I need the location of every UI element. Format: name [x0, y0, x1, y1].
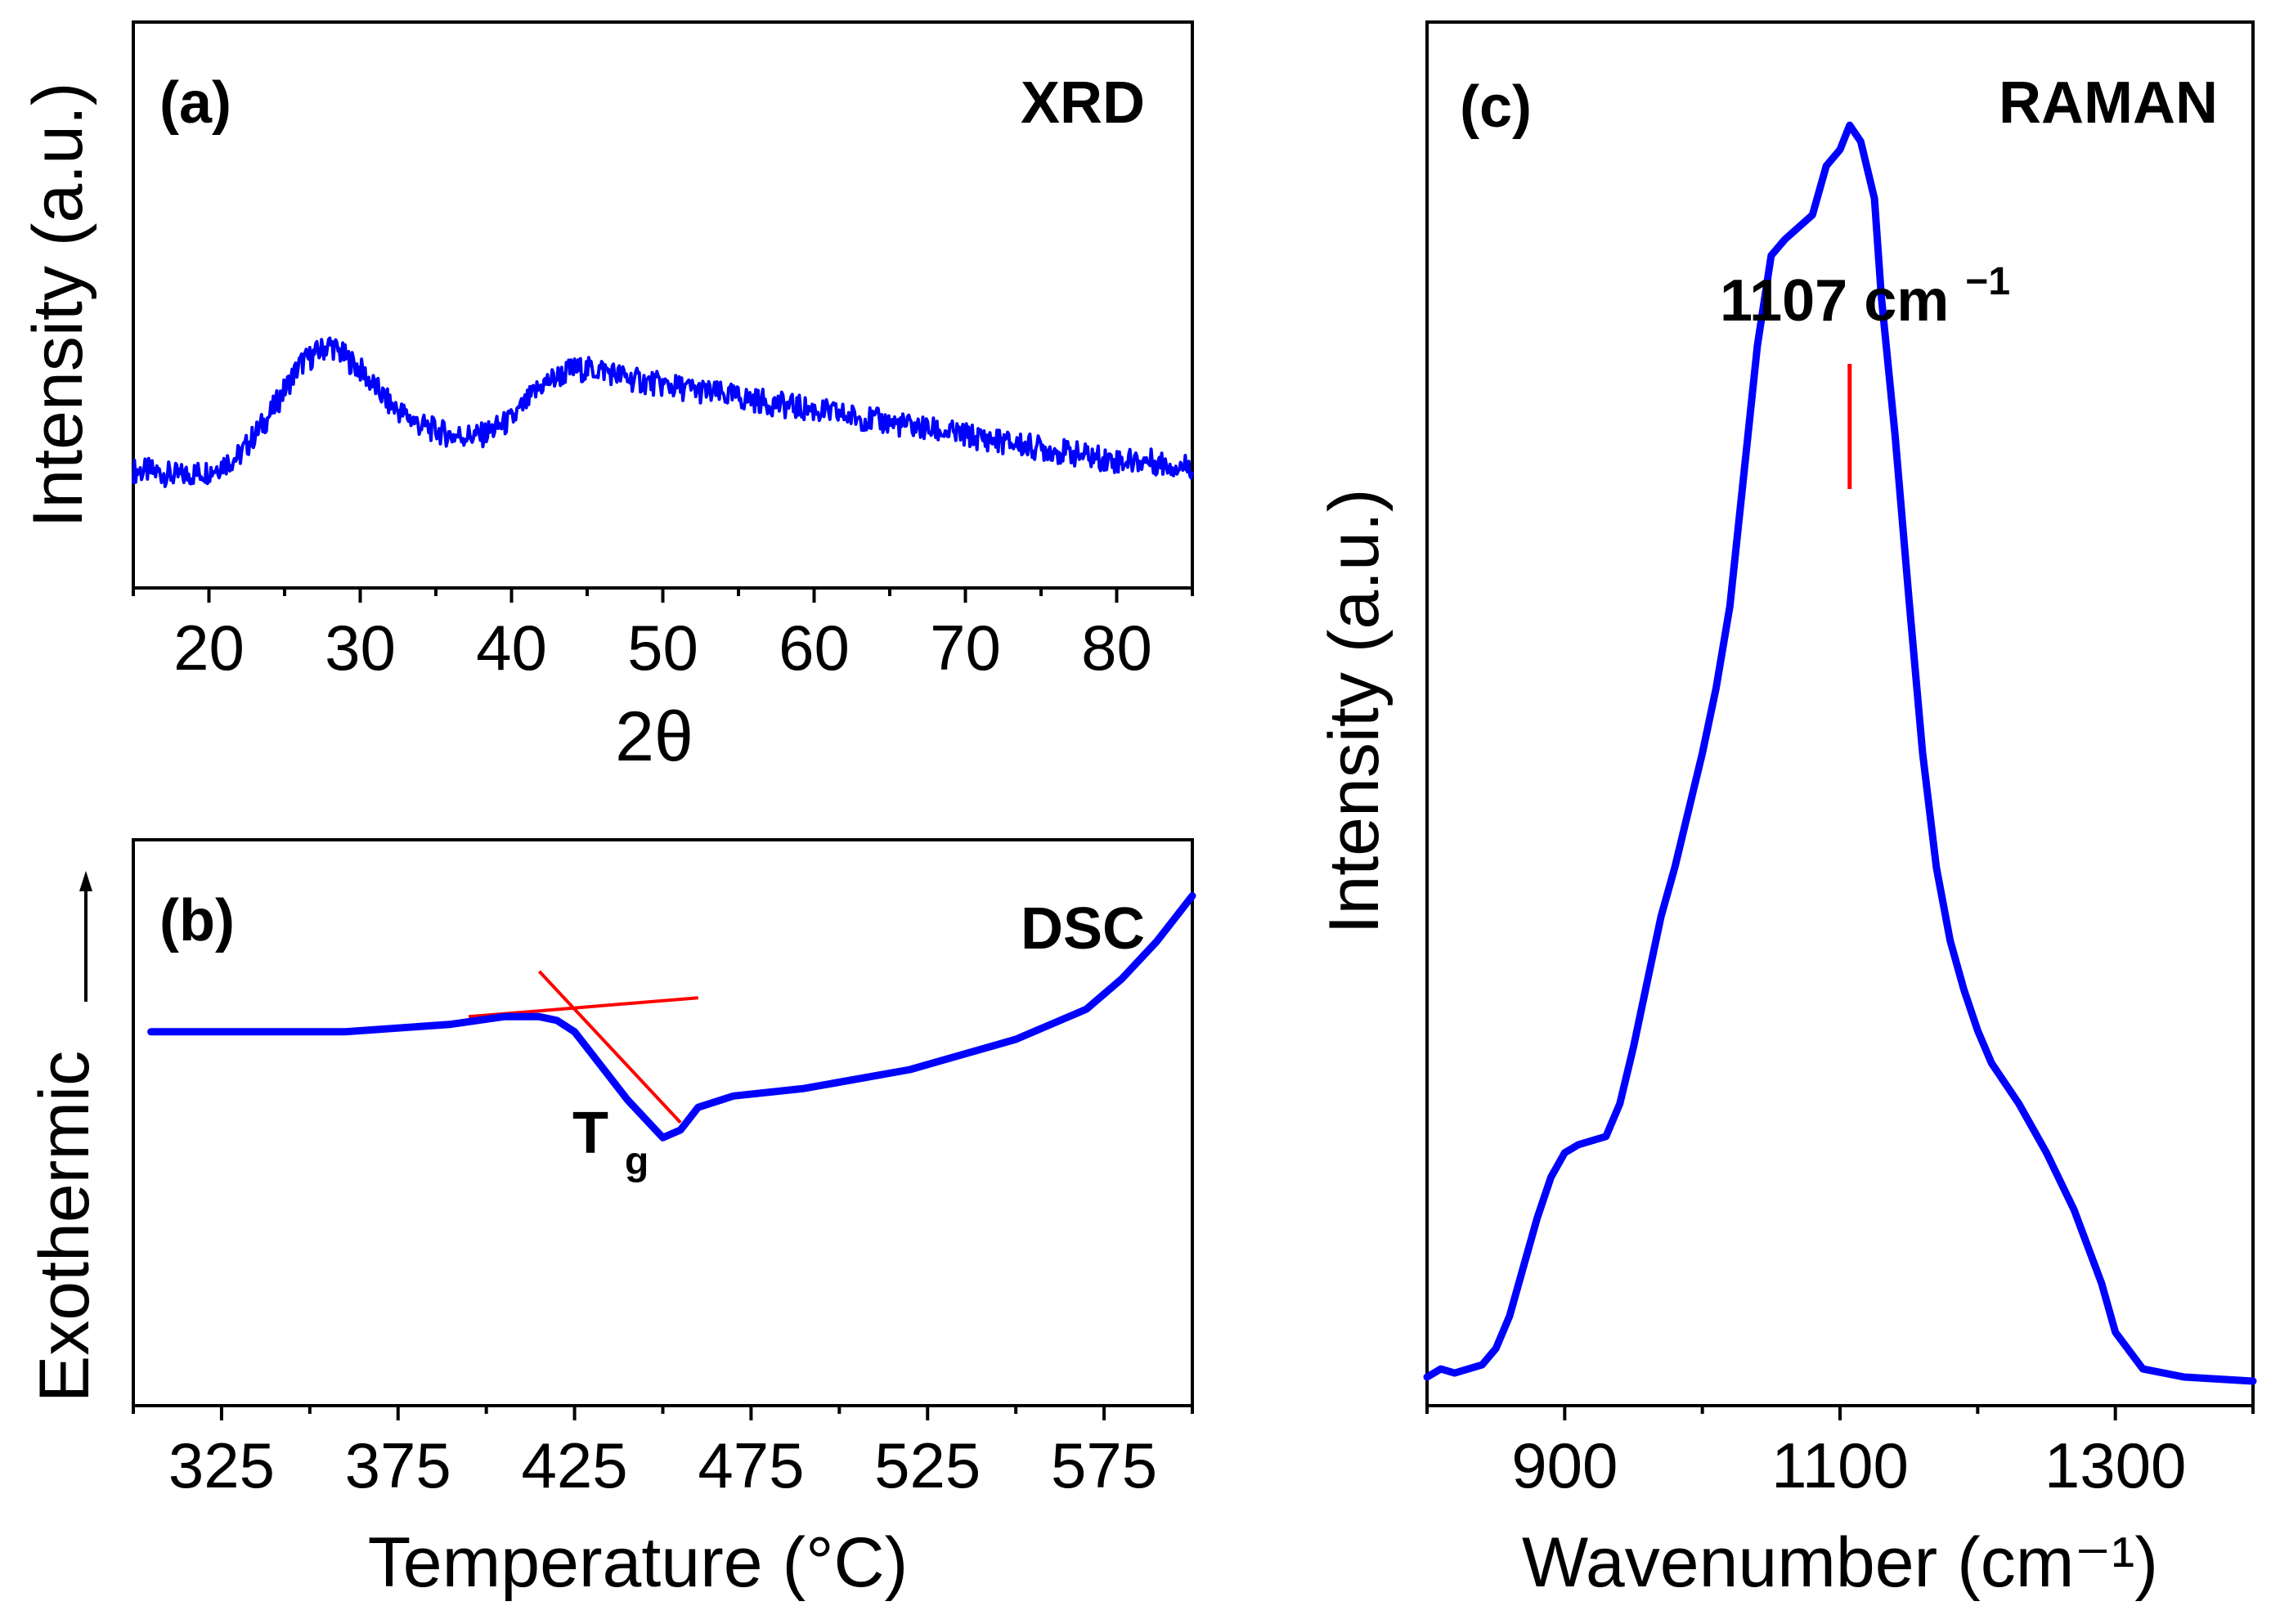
x-tick-label: 575: [1051, 1429, 1157, 1501]
panel-b-dsc: 325 375 425 475 525 575 (b) DSC T g Temperatu…: [25, 838, 1196, 1602]
dsc-y-axis-title: Exothermic: [25, 1051, 104, 1402]
x-tick-label: 475: [698, 1429, 804, 1501]
raman-ticks: 900 1100 1300: [1425, 1406, 2255, 1501]
x-tick-label: 30: [325, 612, 396, 684]
raman-line: [1423, 121, 2257, 1385]
xrd-ticks: 20 30 40 50 60 70 80: [132, 588, 1194, 684]
raman-peak-text: 1107 cm: [1720, 268, 1949, 334]
panel-c-raman: 900 1100 1300 (c) RAMAN 1107 cm −1 Wavenum…: [1315, 20, 2257, 1602]
panel-a-xrd: 20 30 40 50 60 70 80 (a) XRD 2θ Intensity (a.u…: [19, 20, 1194, 776]
panel-b-tag: (b): [159, 888, 235, 953]
panel-a-method: XRD: [1021, 70, 1145, 136]
xrd-x-axis-title: 2θ: [615, 698, 693, 776]
x-tick-label: 40: [476, 612, 547, 684]
raman-y-axis-title: Intensity (a.u.): [1315, 489, 1394, 935]
dsc-ticks: 325 375 425 475 525 575: [132, 1406, 1194, 1501]
dsc-tangent-2: [537, 970, 682, 1124]
x-tick-label: 900: [1511, 1429, 1618, 1501]
x-tick-label: 1100: [1771, 1429, 1909, 1501]
tg-annotation: T g: [572, 1101, 649, 1183]
raman-x-axis-title: Wavenumber (cm⁻¹): [1522, 1523, 2158, 1602]
raman-peak-superscript: −1: [1965, 260, 2010, 303]
x-tick-label: 525: [874, 1429, 981, 1501]
panel-b-method: DSC: [1021, 896, 1145, 962]
tg-subscript: g: [625, 1140, 649, 1183]
x-tick-label: 425: [522, 1429, 628, 1501]
x-tick-label: 20: [173, 612, 245, 684]
xrd-line: [132, 336, 1194, 488]
x-tick-label: 325: [168, 1429, 275, 1501]
panel-c-method: RAMAN: [1999, 70, 2218, 136]
dsc-x-axis-title: Temperature (°C): [368, 1523, 908, 1602]
x-tick-label: 70: [930, 612, 1001, 684]
panel-c-frame: [1425, 20, 2255, 1407]
raman-peak-annotation: 1107 cm −1: [1720, 260, 2010, 334]
dsc-line: [147, 892, 1196, 1142]
tg-text: T: [572, 1101, 608, 1166]
exothermic-arrow-head: [79, 871, 92, 891]
x-tick-label: 1300: [2044, 1429, 2187, 1501]
x-tick-label: 50: [627, 612, 698, 684]
panel-a-tag: (a): [159, 70, 231, 136]
panel-c-tag: (c): [1460, 74, 1532, 140]
x-tick-label: 375: [345, 1429, 451, 1501]
x-tick-label: 60: [779, 612, 850, 684]
xrd-y-axis-title: Intensity (a.u.): [19, 83, 97, 528]
x-tick-label: 80: [1081, 612, 1152, 684]
